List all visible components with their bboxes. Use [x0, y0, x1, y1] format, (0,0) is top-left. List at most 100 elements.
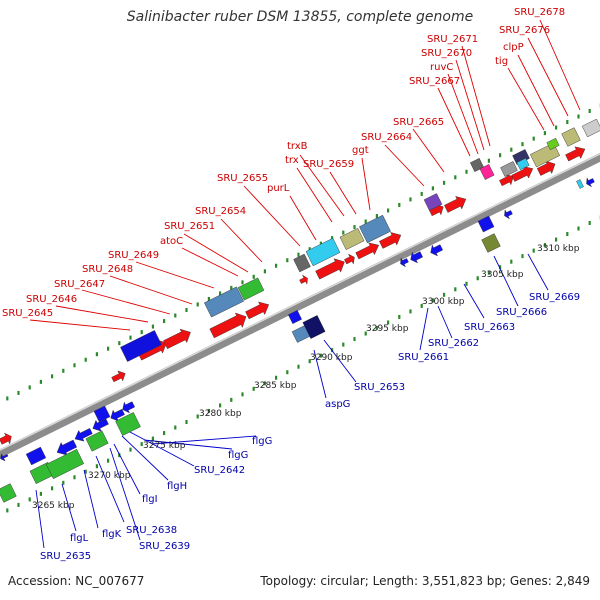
- leader-line: [61, 483, 77, 532]
- tick-marks: [6, 103, 600, 513]
- tick-mark: [342, 230, 345, 235]
- gene-feature: [115, 412, 141, 436]
- tick-mark: [342, 342, 345, 347]
- gene-feature: [423, 193, 443, 211]
- tick-mark: [465, 169, 468, 174]
- tick-mark: [543, 243, 546, 248]
- tick-mark: [230, 285, 233, 290]
- leader-line: [437, 305, 453, 339]
- gene-feature: [500, 161, 518, 177]
- gene-label: clpP: [503, 42, 524, 53]
- tick-mark: [353, 337, 356, 342]
- tick-mark: [443, 180, 446, 185]
- tick-mark: [353, 225, 356, 230]
- gene-box: [500, 161, 518, 177]
- map-title: Salinibacter ruber DSM 13855, complete g…: [126, 9, 474, 25]
- tick-mark: [95, 464, 98, 469]
- scale-label: 3285 kbp: [254, 381, 297, 391]
- gene-label: SRU_2671: [427, 34, 478, 45]
- tick-mark: [129, 335, 132, 340]
- tick-mark: [577, 226, 580, 231]
- tick-mark: [465, 281, 468, 286]
- gene-label: SRU_2661: [398, 352, 449, 363]
- tick-mark: [252, 386, 255, 391]
- gene-feature: [516, 157, 530, 171]
- gene-label: SRU_2635: [40, 551, 91, 562]
- gene-feature: [92, 418, 109, 432]
- gene-feature: [410, 251, 423, 264]
- tick-mark: [95, 352, 98, 357]
- leader-line: [29, 319, 131, 331]
- gene-label: SRU_2645: [2, 308, 53, 319]
- tick-mark: [275, 263, 278, 268]
- tick-mark: [588, 220, 591, 225]
- gene-box: [293, 253, 311, 273]
- gene-feature: [499, 173, 514, 187]
- tick-mark: [308, 359, 311, 364]
- gene-feature: [288, 310, 302, 324]
- gene-arrow: [355, 242, 380, 260]
- tick-mark: [398, 202, 401, 207]
- leader-line: [151, 435, 257, 445]
- gene-feature: [511, 166, 534, 182]
- gene-box: [237, 277, 265, 301]
- leader-line: [129, 431, 195, 467]
- tick-mark: [454, 287, 457, 292]
- gene-arrow: [504, 209, 513, 220]
- gene-feature: [25, 446, 47, 466]
- tick-mark: [275, 375, 278, 380]
- scale-label: 3295 kbp: [366, 324, 409, 334]
- gene-feature: [586, 177, 595, 188]
- tick-mark: [398, 314, 401, 319]
- tick-mark: [241, 392, 244, 397]
- gene-arrow: [111, 370, 126, 383]
- gene-arrow: [299, 274, 308, 285]
- gene-arrow: [110, 408, 125, 422]
- tick-mark: [51, 374, 54, 379]
- gene-box: [481, 233, 501, 253]
- gene-feature: [110, 408, 125, 422]
- gene-feature: [430, 244, 443, 257]
- leader-line: [361, 157, 371, 211]
- gene-arrow: [410, 251, 423, 264]
- leader-line: [517, 54, 555, 127]
- gene-box: [470, 158, 484, 172]
- tick-mark: [196, 414, 199, 419]
- gene-feature: [209, 312, 247, 339]
- tick-mark: [62, 480, 65, 485]
- tick-mark: [151, 324, 154, 329]
- tick-mark: [521, 254, 524, 259]
- gene-arrow: [245, 301, 270, 320]
- gene-feature: [120, 330, 162, 362]
- tick-mark: [588, 108, 591, 113]
- gene-arrow: [511, 166, 534, 182]
- gene-feature: [45, 449, 85, 479]
- tick-mark: [431, 298, 434, 303]
- leader-line: [109, 275, 193, 305]
- gene-feature: [56, 439, 78, 456]
- tick-mark: [409, 197, 412, 202]
- scale-label: 3290 kbp: [310, 353, 353, 363]
- gene-feature: [581, 118, 600, 138]
- leader-line: [329, 171, 357, 215]
- gene-arrow: [430, 244, 443, 257]
- tick-mark: [409, 309, 412, 314]
- gene-feature: [237, 277, 265, 301]
- gene-box: [516, 157, 530, 171]
- tick-mark: [17, 502, 20, 507]
- leader-line: [507, 67, 545, 131]
- gene-label: flgL: [70, 533, 89, 544]
- gene-box: [479, 164, 495, 180]
- tick-mark: [174, 313, 177, 318]
- gene-box: [204, 286, 244, 318]
- tick-mark: [241, 280, 244, 285]
- gene-label: flgK: [102, 529, 122, 540]
- tick-mark: [566, 232, 569, 237]
- genome-backbone: [0, 152, 600, 459]
- gene-label: SRU_2664: [361, 132, 412, 143]
- tick-mark: [487, 270, 490, 275]
- tick-mark: [420, 303, 423, 308]
- leader-line: [527, 253, 549, 291]
- genome-summary-text: Topology: circular; Length: 3,551,823 bp…: [260, 574, 590, 588]
- leader-line: [220, 218, 263, 263]
